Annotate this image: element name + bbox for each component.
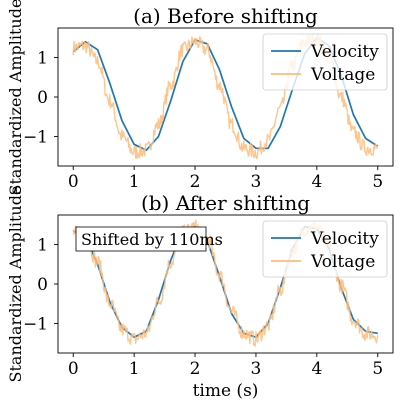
legend-label-voltage: Voltage <box>310 65 375 85</box>
y-axis-label: Standardized Amplitude <box>6 186 25 383</box>
x-tick-label: 2 <box>190 172 201 192</box>
y-tick-label: −1 <box>23 314 48 334</box>
chart-title: (b) After shifting <box>141 191 310 215</box>
annotation-box <box>75 226 207 252</box>
y-tick-label: 0 <box>37 275 48 295</box>
y-tick-label: 1 <box>37 236 48 256</box>
annotation: Shifted by 110ms <box>75 226 223 252</box>
y-tick-label: 1 <box>37 49 48 69</box>
legend-box <box>262 220 388 278</box>
x-tick-label: 4 <box>311 172 322 192</box>
x-tick-label: 5 <box>372 359 383 379</box>
chart-title: (a) Before shifting <box>133 4 318 28</box>
x-tick-label: 2 <box>190 359 201 379</box>
x-tick-label: 1 <box>129 359 140 379</box>
x-tick-label: 5 <box>372 172 383 192</box>
legend: Velocity Voltage <box>262 33 388 91</box>
y-axis-label: Standardized Amplitude <box>6 0 25 195</box>
x-tick-label: 1 <box>129 172 140 192</box>
x-tick-label: 3 <box>251 359 262 379</box>
legend-label-velocity: Velocity <box>310 42 379 62</box>
x-tick-label: 4 <box>311 359 322 379</box>
x-axis-label: time (s) <box>193 381 259 401</box>
legend-label-voltage: Voltage <box>310 252 375 272</box>
y-tick-label: 0 <box>37 88 48 108</box>
chart-panel-b: 0 1 2 3 4 5 −1 0 1 (b) After shifting Standardized… <box>6 186 394 401</box>
x-tick-label: 3 <box>251 172 262 192</box>
legend-label-velocity: Velocity <box>310 229 379 249</box>
y-tick-label: −1 <box>23 127 48 147</box>
x-tick-label: 0 <box>68 359 79 379</box>
legend-box <box>262 33 388 91</box>
legend: Velocity Voltage <box>262 220 388 278</box>
annotation-text: Shifted by 110ms <box>81 230 223 249</box>
chart-panel-a: 0 1 2 3 4 5 −1 0 1 (a) Before shifting Standardize… <box>6 0 394 195</box>
x-tick-label: 0 <box>68 172 79 192</box>
